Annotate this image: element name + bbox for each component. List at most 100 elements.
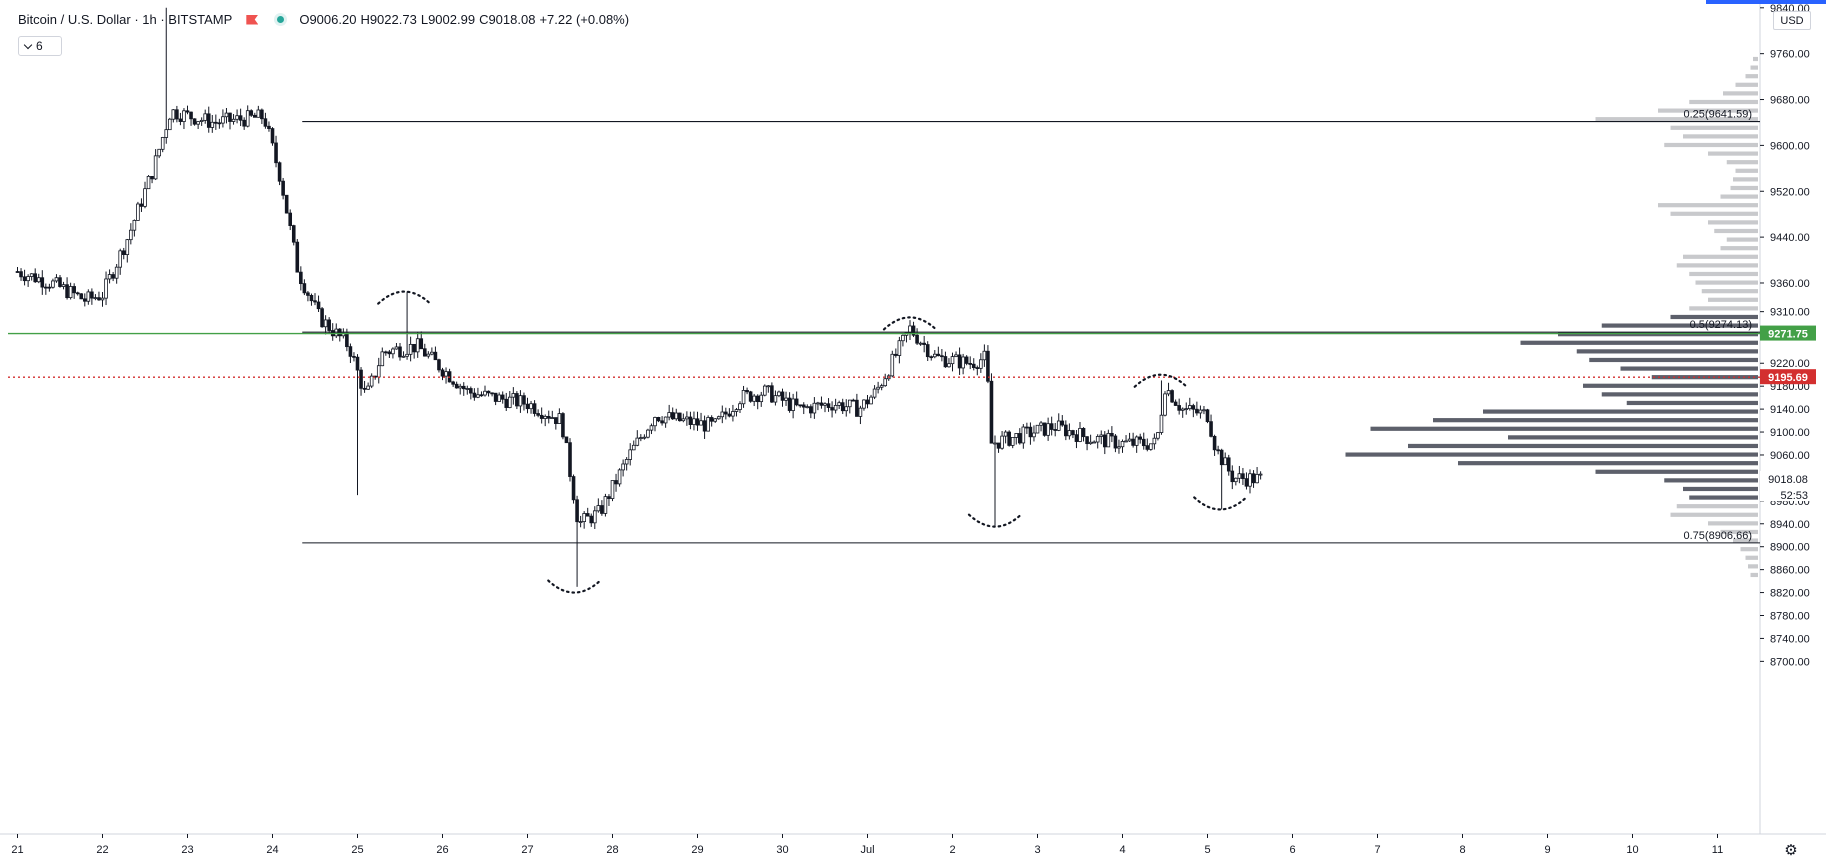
- gear-icon[interactable]: ⚙: [1784, 842, 1798, 859]
- candle-body: [653, 417, 657, 427]
- candle-body: [111, 274, 115, 279]
- candle-body: [199, 119, 204, 122]
- volume-profile-bar: [1589, 357, 1758, 363]
- candle-body: [642, 436, 647, 439]
- candle-body: [968, 363, 973, 365]
- candle-body: [724, 411, 728, 415]
- candle-body: [897, 340, 902, 356]
- candle-body: [932, 353, 937, 358]
- candle-body: [355, 356, 360, 371]
- currency-button[interactable]: USD: [1773, 11, 1811, 30]
- candle-body: [19, 271, 23, 278]
- candle-body: [252, 114, 257, 118]
- y-tick-label: 9600.00: [1770, 140, 1810, 152]
- candle-body: [961, 356, 965, 369]
- candle-body: [1241, 473, 1245, 480]
- candle-body: [497, 394, 501, 402]
- candle-body: [242, 119, 246, 127]
- candle-body: [748, 391, 753, 402]
- candle-body: [1212, 435, 1217, 451]
- candle-body: [486, 390, 491, 394]
- candle-body: [826, 403, 831, 408]
- candle-body: [461, 385, 466, 390]
- candle-body: [281, 180, 285, 196]
- candle-body: [1258, 473, 1263, 476]
- y-tick-label: 9060.00: [1770, 450, 1810, 462]
- candle-body: [773, 395, 778, 403]
- candle-body: [674, 412, 679, 420]
- candle-body: [29, 273, 34, 277]
- candle-body: [727, 413, 732, 417]
- candle-body: [855, 399, 859, 417]
- candle-body: [940, 355, 944, 358]
- volume-profile-bar: [1576, 349, 1758, 354]
- volume-profile-bar: [1745, 74, 1758, 79]
- candle-body: [380, 351, 385, 367]
- candle-body: [911, 325, 916, 336]
- candle-body: [210, 121, 215, 128]
- candle-body: [823, 403, 827, 406]
- change-value: +7.22 (+0.08%): [539, 12, 630, 27]
- candle-body: [550, 417, 555, 419]
- indicators-toggle-button[interactable]: 6: [18, 36, 62, 56]
- candle-body: [1244, 478, 1249, 487]
- y-tick-label: 9520.00: [1770, 186, 1810, 198]
- candle-body: [164, 129, 169, 138]
- candle-body: [631, 444, 636, 451]
- candle-body: [1117, 446, 1121, 449]
- candle-body: [79, 293, 84, 300]
- pattern-arc-marker: [377, 290, 432, 305]
- candle-body: [862, 399, 866, 409]
- candle-body: [522, 395, 526, 405]
- candle-body: [1230, 470, 1235, 483]
- flag-icon[interactable]: [246, 14, 259, 25]
- candle-body: [713, 418, 718, 422]
- volume-profile-bar: [1658, 108, 1758, 113]
- candle-body: [153, 155, 158, 180]
- candle-body: [543, 415, 548, 419]
- candle-body: [1156, 432, 1160, 439]
- candle-body: [989, 380, 994, 444]
- candle-body: [398, 346, 402, 358]
- candle-body: [603, 496, 608, 514]
- price-tag-background: [1760, 369, 1816, 385]
- y-tick-label: 8740.00: [1770, 633, 1810, 645]
- candle-body: [121, 250, 126, 255]
- candle-body: [879, 385, 884, 388]
- candle-body: [515, 393, 519, 407]
- candle-body: [532, 403, 537, 414]
- candle-body: [426, 353, 431, 357]
- candle-body: [677, 412, 682, 422]
- candle-body: [118, 250, 123, 268]
- symbol-title[interactable]: Bitcoin / U.S. Dollar · 1h · BITSTAMP: [18, 12, 233, 27]
- candle-body: [865, 399, 870, 405]
- candle-body: [660, 420, 664, 424]
- candle-body: [766, 385, 771, 388]
- candle-body: [309, 295, 314, 302]
- candle-body: [1209, 421, 1213, 437]
- y-tick-label: 9310.00: [1770, 307, 1810, 319]
- candle-body: [1074, 434, 1079, 442]
- volume-profile-bar: [1714, 228, 1758, 234]
- candle-body: [47, 286, 52, 289]
- volume-profile-bar: [1689, 306, 1758, 311]
- candle-body: [1017, 433, 1022, 444]
- candle-body: [1198, 409, 1203, 414]
- candle-body: [720, 411, 725, 418]
- candle-body: [872, 388, 877, 398]
- candle-body: [65, 284, 69, 299]
- candle-body: [1060, 420, 1065, 426]
- candle-body: [589, 515, 594, 524]
- candle-body: [656, 417, 661, 422]
- candle-body: [582, 513, 586, 522]
- candle-body: [894, 353, 898, 356]
- candle-body: [592, 510, 597, 524]
- candle-body: [476, 394, 480, 398]
- candle-body: [238, 115, 243, 121]
- volume-profile-bar: [1753, 56, 1758, 62]
- candle-body: [646, 429, 650, 438]
- x-tick-label: 21: [11, 844, 23, 856]
- candle-body: [422, 348, 427, 357]
